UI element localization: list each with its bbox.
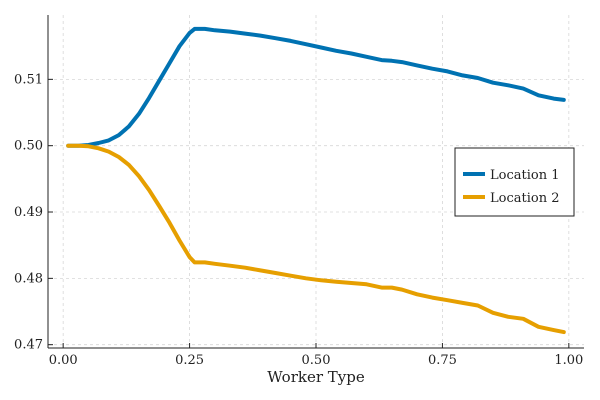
legend-label: Location 2 (490, 191, 559, 206)
x-axis-ticks: 0.00 0.25 0.50 0.75 1.00 (49, 343, 583, 368)
legend: Location 1 Location 2 (454, 147, 575, 217)
legend-label: Location 1 (490, 168, 559, 183)
legend-box (454, 147, 575, 217)
x-tick-label: 1.00 (554, 353, 583, 368)
legend-items: Location 1 Location 2 (463, 168, 559, 206)
y-tick-label: 0.48 (14, 271, 43, 286)
y-tick-label: 0.49 (14, 205, 43, 220)
y-axis-ticks: 0.47 0.48 0.49 0.50 0.51 (14, 72, 53, 353)
y-tick-label: 0.47 (14, 338, 43, 353)
x-tick-label: 0.75 (428, 353, 457, 368)
x-axis-title: Worker Type (267, 368, 365, 386)
series-line-location-1 (66, 26, 566, 148)
series (66, 26, 566, 335)
y-tick-label: 0.50 (14, 139, 43, 154)
x-tick-label: 0.25 (175, 353, 204, 368)
y-tick-label: 0.51 (14, 72, 43, 87)
x-tick-label: 0.00 (49, 353, 78, 368)
series-line-location-2 (66, 143, 566, 335)
x-tick-label: 0.50 (302, 353, 331, 368)
